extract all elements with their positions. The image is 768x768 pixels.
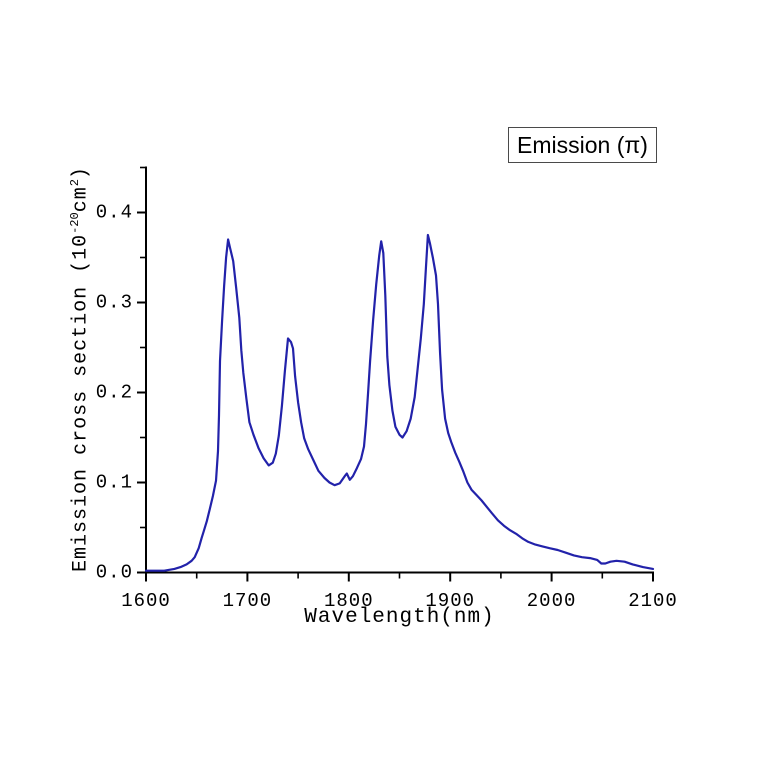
y-tick-label: 0.1 xyxy=(96,472,133,494)
y-tick-label: 0.2 xyxy=(96,382,133,404)
y-axis-title: Emission cross section (10-20cm2) xyxy=(68,159,98,579)
y-axis-title-suffix: ) xyxy=(69,166,93,180)
y-tick-label: 0.4 xyxy=(96,202,133,224)
x-tick-label: 1800 xyxy=(324,590,374,612)
y-axis-title-exponent: -20 xyxy=(68,212,82,234)
x-tick-label: 1600 xyxy=(121,590,171,612)
x-tick-label: 2000 xyxy=(527,590,577,612)
y-tick-label: 0.3 xyxy=(96,292,133,314)
x-tick-label: 1900 xyxy=(425,590,475,612)
legend-label: Emission (π) xyxy=(517,131,648,158)
y-tick-label: 0.0 xyxy=(96,562,133,584)
y-axis-title-unit: cm xyxy=(69,186,93,213)
x-axis-title: Wavelength(nm) xyxy=(304,606,495,629)
legend-box: Emission (π) xyxy=(508,127,657,163)
x-tick-label: 2100 xyxy=(628,590,678,612)
x-tick-label: 1700 xyxy=(223,590,273,612)
emission-curve-line xyxy=(144,233,655,572)
y-axis-title-text: Emission cross section (10 xyxy=(69,233,93,572)
y-axis-title-unit-exponent: 2 xyxy=(68,179,82,187)
